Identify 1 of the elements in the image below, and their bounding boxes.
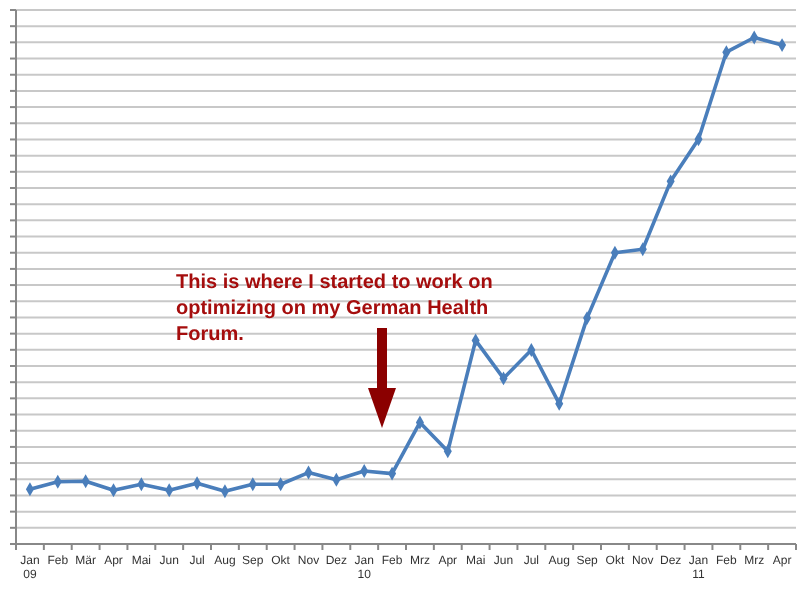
annotation: This is where I started to work on optimizing on my German Health Forum. xyxy=(176,272,493,346)
